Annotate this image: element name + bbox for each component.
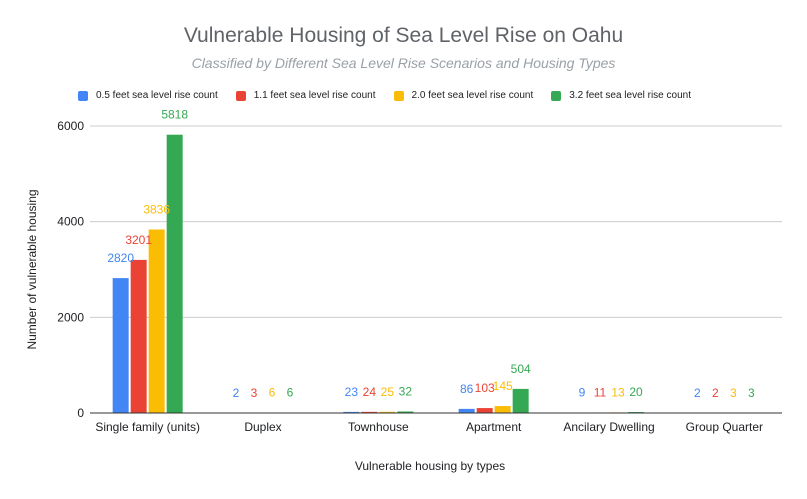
x-tick-label: Duplex: [244, 420, 281, 434]
bar: [494, 406, 511, 413]
legend-label: 2.0 feet sea level rise count: [411, 90, 534, 101]
y-tick-label: 2000: [57, 310, 84, 324]
bar: [130, 259, 147, 413]
bar: [379, 411, 396, 413]
data-label: 6: [269, 386, 276, 400]
data-label: 9: [579, 386, 586, 400]
legend-swatch: [551, 90, 562, 101]
x-tick-label: Group Quarter: [686, 420, 763, 434]
x-tick-label: Single family (units): [95, 420, 200, 434]
data-label: 103: [475, 381, 495, 395]
legend-item: 3.2 feet sea level rise count: [551, 90, 691, 101]
bar: [112, 278, 129, 413]
gridlines: [90, 125, 782, 414]
y-tick-label: 6000: [57, 119, 84, 133]
legend-swatch: [235, 90, 246, 101]
data-label: 145: [493, 379, 513, 393]
data-label: 2820: [107, 251, 134, 265]
y-tick-label: 0: [77, 406, 84, 420]
bar: [148, 229, 165, 413]
data-label: 23: [345, 385, 359, 399]
y-tick-label: 4000: [57, 215, 84, 229]
data-label: 13: [611, 385, 625, 399]
bars: [112, 134, 760, 414]
legend-swatch: [393, 90, 404, 101]
data-label: 24: [363, 385, 377, 399]
data-label: 2: [712, 386, 719, 400]
data-label: 3: [730, 386, 737, 400]
data-label: 2: [694, 386, 701, 400]
legend-label: 3.2 feet sea level rise count: [569, 90, 691, 101]
chart-legend: 0.5 feet sea level rise count 1.1 feet se…: [78, 90, 709, 101]
chart-title: Vulnerable Housing of Sea Level Rise on …: [183, 24, 624, 47]
data-label: 6: [287, 386, 294, 400]
x-tick-label: Ancilary Dwelling: [563, 420, 654, 434]
bar: [397, 411, 414, 413]
legend-label: 1.1 feet sea level rise count: [253, 90, 376, 101]
data-label: 3: [251, 386, 258, 400]
y-axis-ticks: 0 2000 4000 6000: [57, 119, 84, 420]
bar: [361, 411, 378, 413]
bar: [166, 134, 183, 413]
data-label: 3836: [143, 203, 170, 217]
legend-swatch: [78, 90, 88, 101]
legend-item: 1.1 feet sea level rise count: [235, 90, 376, 101]
data-label: 2: [233, 386, 240, 400]
y-axis-label: Number of vulnerable housing: [25, 189, 39, 349]
x-axis-label: Vulnerable housing by types: [355, 459, 505, 473]
x-tick-label: Townhouse: [348, 420, 409, 434]
x-axis-ticks: Single family (units) Duplex Townhouse Apar…: [95, 420, 763, 434]
legend-label: 0.5 feet sea level rise count: [96, 90, 218, 101]
bar: [512, 388, 529, 413]
legend-item: 0.5 feet sea level rise count: [78, 90, 218, 101]
legend-item: 2.0 feet sea level rise count: [393, 90, 534, 101]
data-label: 5818: [161, 108, 188, 122]
data-label: 86: [460, 382, 474, 396]
data-label: 11: [594, 385, 607, 399]
data-label: 32: [399, 384, 413, 398]
bar: [458, 408, 475, 413]
chart-subtitle: Classified by Different Sea Level Rise S…: [191, 55, 616, 71]
data-label: 20: [629, 385, 643, 399]
data-label: 3201: [125, 233, 152, 247]
data-label: 25: [381, 385, 395, 399]
data-label: 3: [748, 386, 755, 400]
x-tick-label: Apartment: [466, 420, 522, 434]
bar: [343, 411, 360, 413]
bar: [476, 408, 493, 413]
data-label: 504: [511, 362, 531, 376]
